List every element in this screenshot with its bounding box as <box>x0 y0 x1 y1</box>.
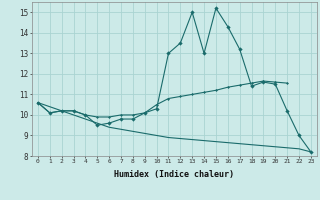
X-axis label: Humidex (Indice chaleur): Humidex (Indice chaleur) <box>115 170 234 179</box>
